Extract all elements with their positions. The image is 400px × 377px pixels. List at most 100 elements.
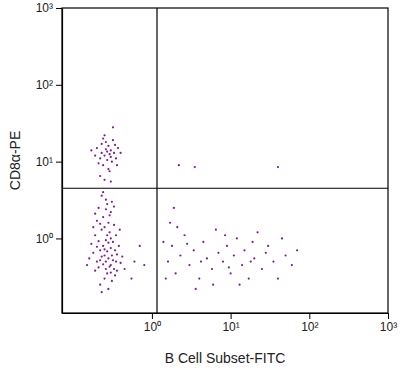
tick-mark [152,313,153,319]
event-point [110,156,112,158]
event-point [118,245,120,247]
event-point [88,257,90,259]
event-point [112,126,114,128]
event-point [94,234,96,236]
event-point [107,222,109,224]
event-point [243,249,245,251]
event-point [103,179,105,181]
event-point [110,149,112,151]
event-point [106,203,108,205]
event-point [107,288,109,290]
event-point [143,264,145,266]
event-point [105,208,107,210]
event-point [267,245,269,247]
event-point [162,241,164,243]
event-point [133,260,135,262]
event-point [238,284,240,286]
event-point [109,170,111,172]
event-point [296,249,298,251]
event-point [194,166,196,168]
event-point [103,254,105,256]
tick: 10⁰ [144,313,161,334]
tick-label: 10¹ [222,320,239,334]
event-point [94,213,96,215]
tick-label: 10⁰ [144,320,161,334]
event-point [115,157,117,159]
event-point [101,229,103,231]
event-point [107,145,109,147]
event-point [102,137,104,139]
tick: 10¹ [36,155,62,169]
event-point [94,154,96,156]
tick-label: 10³ [36,1,53,15]
event-point [250,260,252,262]
event-point [248,278,250,280]
event-point [112,259,114,261]
event-point [183,234,185,236]
event-point [113,205,115,207]
tick-label: 10³ [380,320,397,334]
event-point [113,268,115,270]
event-point [256,231,258,233]
event-point [222,260,224,262]
event-point [112,241,114,243]
plot-frame [62,8,388,313]
y-axis: 10⁰ 10¹ 10² 10³ [36,1,63,313]
tick-label: 10² [36,78,53,92]
event-point [253,257,255,259]
event-point [103,226,105,228]
event-point [109,265,111,267]
event-point [111,161,113,163]
event-point [90,149,92,151]
gate-vertical [156,8,157,313]
tick: 10² [36,78,62,92]
tick-mark [56,238,62,239]
tick-mark [56,162,62,163]
event-point [96,220,98,222]
event-point [115,234,117,236]
event-point [195,288,197,290]
tick-mark [56,8,62,9]
event-point [167,260,169,262]
event-point [198,278,200,280]
event-point [97,207,99,209]
event-point [121,256,123,258]
tick-mark [388,313,389,319]
event-point [115,260,117,262]
event-point [102,245,104,247]
event-point [124,268,126,270]
event-point [101,195,103,197]
chart: 10⁰10¹10²10³10⁰10¹10²10³B Cell Subset-FI… [0,0,400,377]
tick-mark [56,85,62,86]
event-point [99,223,101,225]
event-point [103,248,105,250]
event-point [277,278,279,280]
tick: 10⁰ [36,232,62,246]
event-point [173,207,175,209]
event-point [233,254,235,256]
event-point [165,278,167,280]
event-point [86,264,88,266]
event-point [277,166,279,168]
event-point [101,256,103,258]
event-point [99,157,101,159]
event-point [110,237,112,239]
event-point [105,239,107,241]
event-point [105,199,107,201]
event-point [106,151,108,153]
event-point [272,260,274,262]
event-point [102,164,104,166]
event-point [105,141,107,143]
event-point [103,278,105,280]
event-point [116,164,118,166]
event-point [119,229,121,231]
event-point [105,268,107,270]
event-point [116,253,118,255]
event-point [101,152,103,154]
event-point [111,254,113,256]
tick-mark [309,313,310,319]
axis-line [63,313,389,314]
event-point [92,252,94,254]
event-point [261,268,263,270]
event-point [117,147,119,149]
